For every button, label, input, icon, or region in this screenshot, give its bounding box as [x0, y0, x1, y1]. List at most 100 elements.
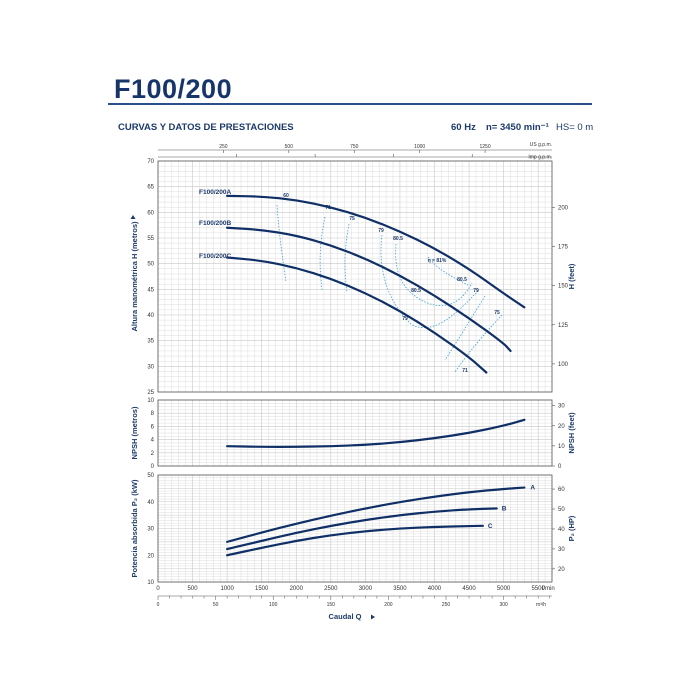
- section-subtitle: CURVAS Y DATOS DE PRESTACIONES: [118, 122, 294, 133]
- y2-tick-label: 60: [558, 487, 565, 493]
- series-label: F100/200C: [199, 253, 231, 260]
- y2-tick-label: 150: [558, 284, 569, 290]
- y-tick-label: 25: [147, 390, 154, 396]
- y-tick-label: 0: [151, 464, 155, 470]
- gpm-tick-label: 1250: [480, 144, 491, 150]
- efficiency-label: 80.5: [457, 277, 467, 283]
- x-tick-label: 5000: [497, 586, 511, 592]
- efficiency-label: 79: [378, 228, 384, 234]
- m3h-tick-label: 150: [327, 602, 336, 608]
- y-tick-label: 4: [151, 438, 155, 444]
- y2-tick-label: 0: [558, 464, 562, 470]
- x-tick-label: 1000: [220, 586, 234, 592]
- efficiency-label: 80.5: [411, 288, 421, 294]
- series-line-npsh: [226, 418, 526, 448]
- y-tick-label: 20: [147, 553, 154, 559]
- x-tick-label: 0: [156, 586, 160, 592]
- y-tick-label: 65: [147, 185, 154, 191]
- gpm-tick-label: 500: [285, 144, 294, 150]
- y-tick-label: 40: [147, 500, 154, 506]
- y-axis-label: NPSH (metros): [130, 406, 139, 459]
- efficiency-label: 60: [283, 193, 289, 199]
- x-tick-label: 2500: [324, 586, 338, 592]
- imp-gpm-unit-label: Imp g.p.m.: [528, 155, 552, 161]
- y-tick-label: 45: [147, 287, 154, 293]
- y2-tick-label: 50: [558, 507, 565, 513]
- gpm-tick-label: 1000: [414, 144, 425, 150]
- y-tick-label: 2: [151, 451, 155, 457]
- m3h-unit-label: m³/h: [536, 602, 546, 608]
- m3h-tick-label: 250: [442, 602, 451, 608]
- hs-label: HS= 0 m: [556, 122, 594, 133]
- efficiency-curve: [427, 256, 469, 286]
- x-tick-label: 1500: [255, 586, 269, 592]
- series-line-power: [226, 524, 484, 557]
- m3h-tick-label: 200: [384, 602, 393, 608]
- x-axis-arrow-icon: [371, 614, 375, 620]
- y2-tick-label: 30: [558, 547, 565, 553]
- y2-tick-label: 125: [558, 323, 569, 329]
- y2-tick-label: 40: [558, 527, 565, 533]
- speed-label: n= 3450 min⁻¹: [486, 122, 549, 133]
- efficiency-label: 80.5: [393, 236, 403, 242]
- y-tick-label: 30: [147, 364, 154, 370]
- series-line-head: [226, 256, 488, 374]
- series-label: F100/200A: [199, 189, 231, 196]
- x-axis-label: Caudal Q: [329, 612, 362, 621]
- y-tick-label: 30: [147, 527, 154, 533]
- x-unit-label: l/min: [542, 586, 555, 592]
- m3h-tick-label: 300: [499, 602, 508, 608]
- gpm-tick-label: 750: [350, 144, 359, 150]
- y2-axis-label: NPSH (feet): [567, 412, 576, 454]
- title-rule: [108, 103, 592, 105]
- series-label: F100/200B: [199, 220, 231, 227]
- series-line-head: [226, 226, 512, 353]
- x-tick-label: 4500: [462, 586, 476, 592]
- y-tick-label: 60: [147, 210, 154, 216]
- series-line-power: [226, 486, 526, 543]
- x-tick-label: 3000: [359, 586, 373, 592]
- frequency-label: 60 Hz: [451, 122, 476, 133]
- series-label: B: [502, 505, 507, 512]
- y2-tick-label: 30: [558, 404, 565, 410]
- plot-frame: [157, 474, 553, 583]
- y-tick-label: 55: [147, 236, 154, 242]
- y2-axis-label: H (feet): [567, 263, 576, 289]
- y-tick-label: 10: [147, 398, 154, 404]
- y2-tick-label: 20: [558, 424, 565, 430]
- m3h-tick-label: 100: [269, 602, 278, 608]
- efficiency-label: 79: [402, 316, 408, 322]
- efficiency-label: 75: [494, 310, 500, 316]
- efficiency-curve: [344, 223, 350, 293]
- x-tick-label: 5500: [531, 586, 545, 592]
- x-tick-label: 500: [188, 586, 199, 592]
- y-tick-label: 10: [147, 580, 154, 586]
- y2-tick-label: 100: [558, 362, 569, 368]
- plot-frame: [157, 399, 553, 467]
- efficiency-label: 71: [462, 368, 468, 374]
- y2-tick-label: 10: [558, 444, 565, 450]
- series-label: A: [530, 485, 535, 492]
- y2-axis-label: P₂ (HP): [567, 515, 576, 541]
- y-axis-label: Altura manométrica H (metros): [130, 221, 139, 332]
- efficiency-curve: [319, 216, 326, 291]
- y-tick-label: 35: [147, 339, 154, 345]
- y2-tick-label: 175: [558, 245, 569, 251]
- y-tick-label: 50: [147, 262, 154, 268]
- y-tick-label: 6: [151, 424, 155, 430]
- y2-tick-label: 20: [558, 567, 565, 573]
- gpm-unit-label: US g.p.m.: [530, 142, 552, 148]
- series-line-head: [226, 194, 526, 309]
- efficiency-label: 75: [349, 216, 355, 222]
- gpm-tick-label: 250: [219, 144, 228, 150]
- efficiency-label: 79: [473, 288, 479, 294]
- y-tick-label: 70: [147, 159, 154, 165]
- x-tick-label: 2000: [290, 586, 304, 592]
- efficiency-curve: [276, 204, 287, 283]
- y-tick-label: 8: [151, 411, 155, 417]
- y2-tick-label: 200: [558, 205, 569, 211]
- y-axis-arrow-icon: [130, 215, 136, 219]
- plot-frame: [157, 160, 553, 393]
- efficiency-label: η = 81%: [428, 258, 447, 264]
